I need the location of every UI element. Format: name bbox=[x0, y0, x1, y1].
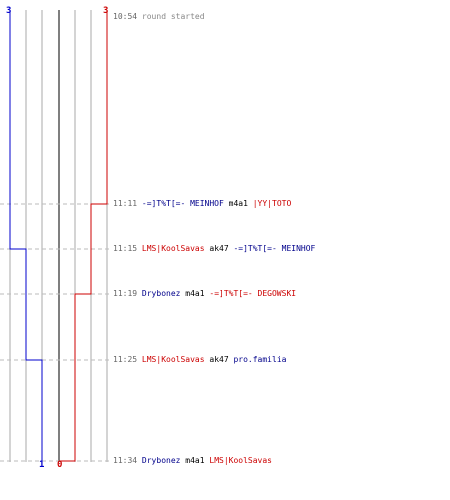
timeline-grid bbox=[9, 10, 108, 462]
event-kill: 11:25 LMS|KoolSavas ak47 pro.familia bbox=[113, 355, 286, 365]
event-victim: LMS|KoolSavas bbox=[209, 456, 272, 465]
event-time: 11:25 bbox=[113, 355, 138, 364]
event-text: round started bbox=[141, 12, 205, 21]
event-killer: Drybonez bbox=[141, 456, 181, 465]
event-weapon: ak47 bbox=[209, 355, 229, 364]
red-end-count: 0 bbox=[57, 460, 63, 470]
event-time: 10:54 bbox=[113, 12, 138, 21]
event-victim: -=]T%T[=- MEINHOF bbox=[233, 244, 316, 253]
event-weapon: m4a1 bbox=[185, 289, 205, 298]
event-killer: LMS|KoolSavas bbox=[141, 355, 205, 364]
event-victim: |YY|TOTO bbox=[252, 199, 292, 208]
event-victim: pro.familia bbox=[233, 355, 287, 364]
event-time: 11:19 bbox=[113, 289, 138, 298]
blue-end-count: 1 bbox=[39, 460, 45, 470]
event-weapon: m4a1 bbox=[228, 199, 248, 208]
event-kill: 11:11 -=]T%T[=- MEINHOF m4a1 |YY|TOTO bbox=[113, 199, 291, 209]
event-killer: LMS|KoolSavas bbox=[141, 244, 205, 253]
event-victim: -=]T%T[=- DEGOWSKI bbox=[209, 289, 297, 298]
event-weapon: m4a1 bbox=[185, 456, 205, 465]
red-team-line bbox=[59, 10, 108, 462]
event-round-start: 10:54 round started bbox=[113, 12, 205, 22]
event-weapon: ak47 bbox=[209, 244, 229, 253]
blue-team-line bbox=[9, 10, 43, 461]
event-row-guides bbox=[0, 203, 110, 462]
event-time: 11:34 bbox=[113, 456, 138, 465]
event-kill: 11:34 Drybonez m4a1 LMS|KoolSavas bbox=[113, 456, 272, 466]
event-time: 11:11 bbox=[113, 199, 138, 208]
event-killer: -=]T%T[=- MEINHOF bbox=[141, 199, 224, 208]
event-killer: Drybonez bbox=[141, 289, 181, 298]
event-kill: 11:15 LMS|KoolSavas ak47 -=]T%T[=- MEINH… bbox=[113, 244, 315, 254]
event-time: 11:15 bbox=[113, 244, 138, 253]
blue-start-count: 3 bbox=[6, 6, 12, 16]
event-kill: 11:19 Drybonez m4a1 -=]T%T[=- DEGOWSKI bbox=[113, 289, 296, 299]
red-start-count: 3 bbox=[103, 6, 109, 16]
